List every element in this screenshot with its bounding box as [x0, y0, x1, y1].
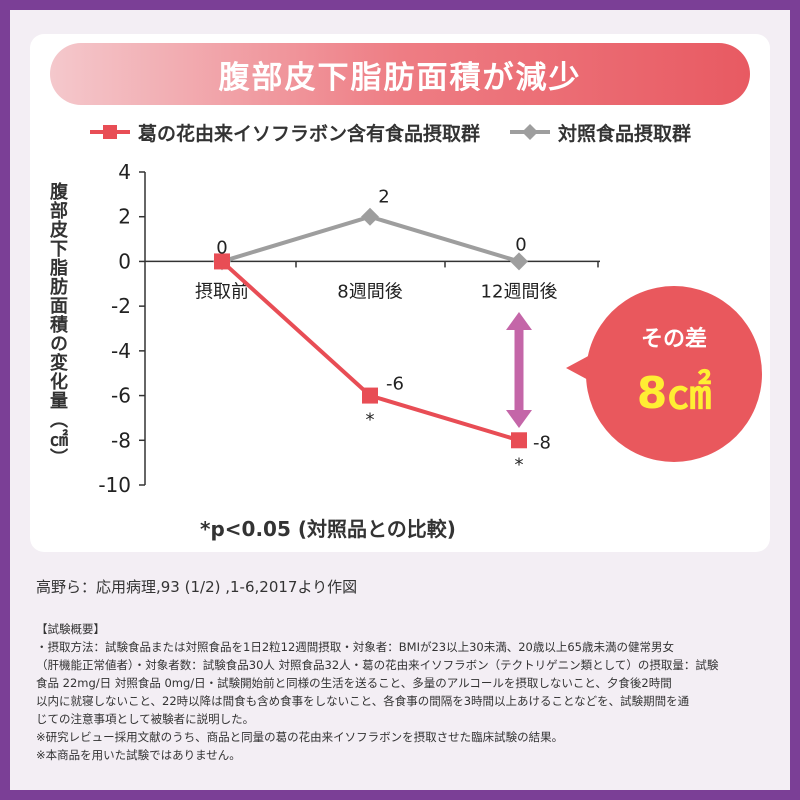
legend-item-treatment: 葛の花由来イソフラボン含有食品摂取群 [90, 119, 480, 146]
legend: 葛の花由来イソフラボン含有食品摂取群 対照食品摂取群 [90, 116, 730, 148]
title-banner: 腹部皮下脂肪面積が減少 [50, 43, 750, 105]
details-line: 以内に就寝しないこと、22時以降は間食も含め食事をしないこと、各食事の間隔を3時… [36, 694, 690, 708]
data-point-treatment [214, 253, 230, 270]
data-point-treatment [511, 432, 527, 449]
data-label: 0 [216, 237, 227, 258]
citation: 高野ら：応用病理,93 (1/2) ,1-6,2017より作図 [36, 578, 358, 596]
details-heading: 【試験概要】 [36, 622, 105, 636]
x-tick-label: 12週間後 [481, 281, 558, 302]
data-label: 0 [515, 234, 526, 255]
difference-arrow-head-down [506, 410, 532, 428]
legend-label-control: 対照食品摂取群 [558, 122, 692, 145]
x-tick-label: 摂取前 [195, 281, 249, 302]
details-note: ※研究レビュー採用文献のうち、商品と同量の葛の花由来イソフラボンを摂取させた臨床… [36, 730, 564, 744]
details-line: （肝機能正常値者）・対象者数：試験食品30人 対照食品32人・葛の花由来イソフラ… [36, 658, 719, 672]
significance-note: *p<0.05 (対照品との比較) [200, 517, 456, 541]
data-label: -8 [533, 432, 551, 453]
badge-value: 8㎠ [636, 368, 712, 419]
data-point-control [361, 207, 379, 226]
legend-label-treatment: 葛の花由来イソフラボン含有食品摂取群 [138, 122, 481, 145]
y-tick-label: -4 [111, 339, 131, 363]
badge-label: その差 [640, 327, 707, 352]
significance-mark: * [366, 410, 375, 431]
y-tick-label: -6 [111, 384, 131, 408]
y-tick-label: 0 [118, 249, 131, 273]
x-tick-label: 8週間後 [337, 281, 402, 302]
legend-marker-treatment [90, 125, 130, 139]
y-tick-label: -10 [98, 473, 131, 497]
y-tick-label: -8 [111, 428, 131, 452]
chart-title: 腹部皮下脂肪面積が減少 [218, 59, 582, 96]
data-point-treatment [362, 387, 378, 404]
data-label: 2 [378, 187, 389, 208]
details-line: ・摂取方法：試験食品または対照食品を1日2粒12週間摂取・対象者：BMIが23以… [36, 640, 674, 654]
y-tick-label: -2 [111, 294, 131, 318]
trial-details: 【試験概要】 ・摂取方法：試験食品または対照食品を1日2粒12週間摂取・対象者：… [36, 620, 780, 764]
legend-marker-control [510, 124, 551, 140]
difference-badge: その差 8㎠ [586, 286, 762, 462]
details-line: 食品 22mg/日 対照食品 0mg/日・試験開始前と同様の生活を送ること、多量… [36, 676, 672, 690]
data-label: -6 [386, 374, 404, 395]
y-axis-label: 腹部皮下脂肪面積の変化量（㎠） [47, 182, 68, 467]
difference-arrow-head-up [506, 312, 532, 330]
data-point-control [510, 252, 528, 271]
y-tick-label: 4 [118, 160, 131, 184]
details-note: ※本商品を用いた試験ではありません。 [36, 748, 241, 762]
significance-mark: * [515, 454, 524, 475]
legend-item-control: 対照食品摂取群 [510, 119, 691, 146]
y-tick-label: 2 [118, 205, 131, 229]
details-line: じての注意事項として被験者に説明した。 [36, 712, 255, 726]
